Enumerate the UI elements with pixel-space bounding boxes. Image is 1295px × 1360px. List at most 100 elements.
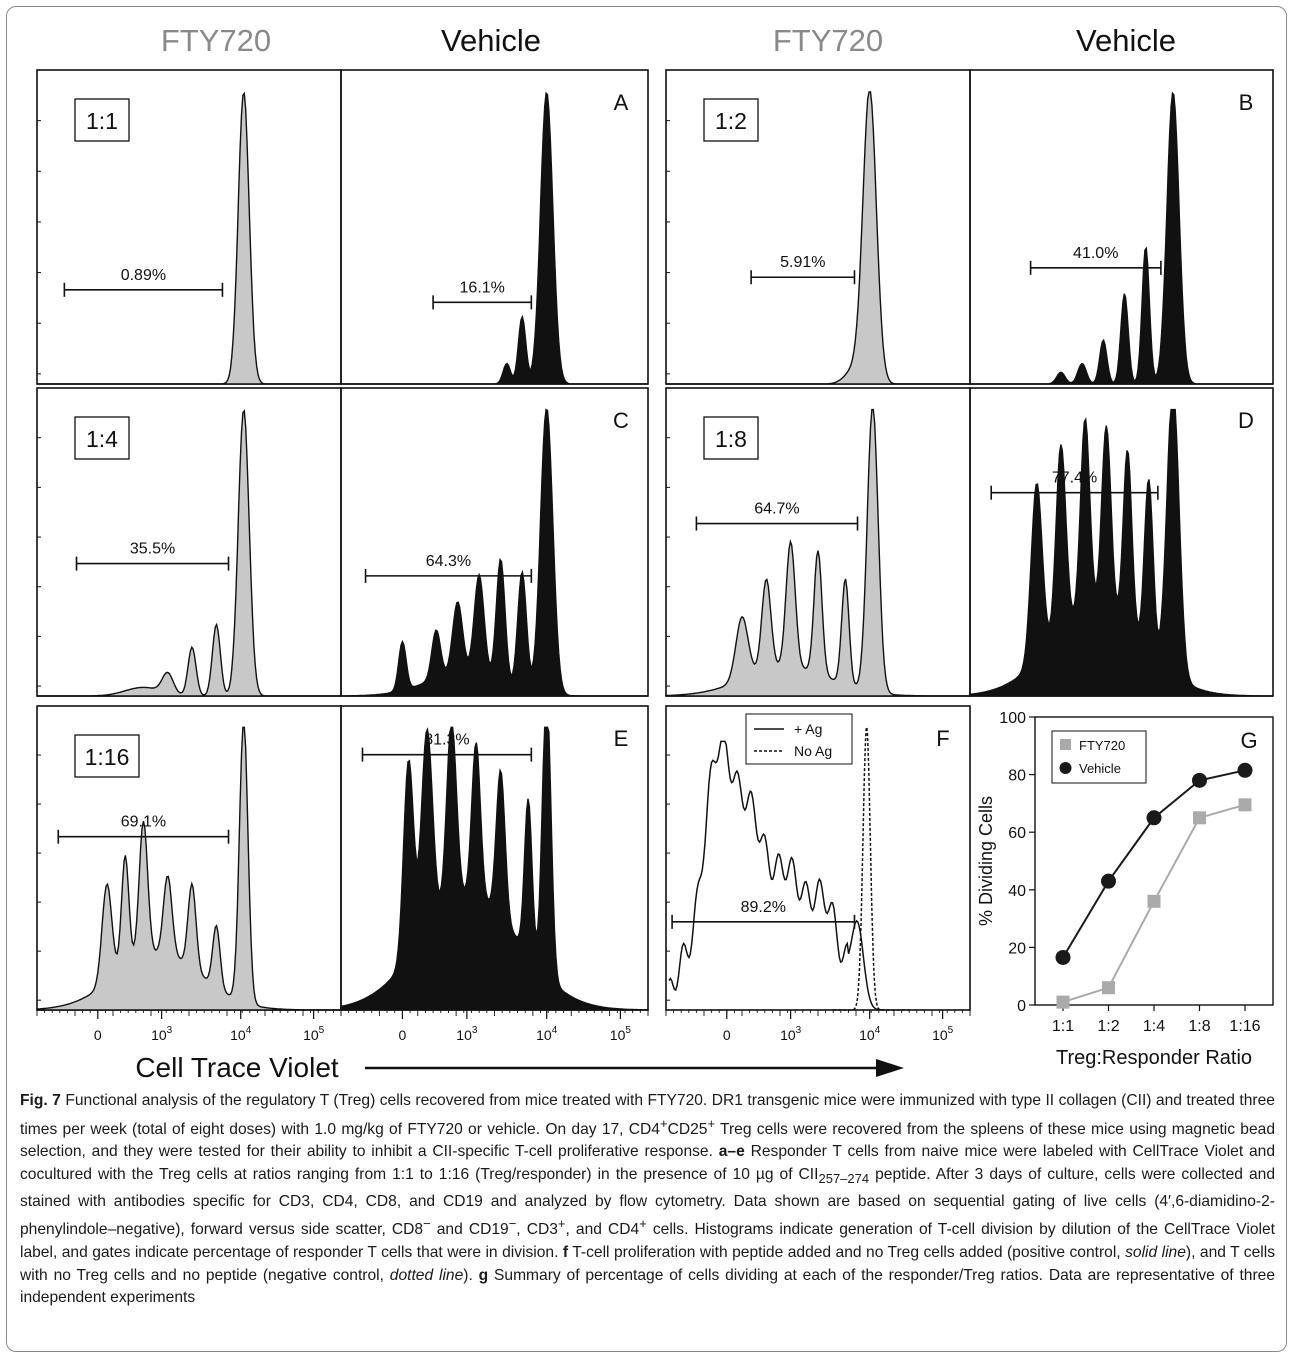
ratio-label: 1:16 <box>85 744 130 770</box>
caption-italic: dotted line <box>389 1266 464 1284</box>
histogram-p-1-2-veh <box>970 91 1273 385</box>
g-y-tick-label: 0 <box>1017 998 1026 1015</box>
ratio-label: 1:4 <box>86 426 118 452</box>
caption-label-g: g <box>478 1266 489 1284</box>
caption-text: and CD19 <box>430 1221 509 1239</box>
g-legend-label-vehicle: Vehicle <box>1079 761 1121 776</box>
x-tick-label: 104 <box>536 1025 558 1043</box>
g-y-tick-label: 40 <box>1008 883 1026 900</box>
caption-text: , CD3 <box>516 1221 558 1239</box>
gate-percentage: 77.4% <box>1052 470 1097 487</box>
gate-percentage: 16.1% <box>460 279 505 296</box>
caption-sup: − <box>423 1216 431 1232</box>
figure-caption: Fig. 7 Functional analysis of the regula… <box>20 1090 1275 1310</box>
panel-letter-F: F <box>936 726 949 751</box>
histogram-p-1-16-fty <box>36 726 341 1011</box>
caption-sup: + <box>557 1216 566 1232</box>
g-x-tick-label: 1:2 <box>1097 1018 1119 1035</box>
g-y-axis-label: % Dividing Cells <box>976 796 996 926</box>
g-point-fty720 <box>1056 995 1070 1009</box>
g-legend <box>1051 730 1147 784</box>
x-tick-label: 105 <box>932 1025 954 1043</box>
histogram-p-1-16-veh <box>340 726 649 1011</box>
g-x-tick-label: 1:4 <box>1143 1018 1165 1035</box>
caption-text: cells. Histograms indicate generation of… <box>20 1221 1275 1262</box>
histogram-p-1-2-fty <box>666 91 970 385</box>
g-point-vehicle <box>1055 949 1071 965</box>
g-point-fty720 <box>1147 894 1161 908</box>
legend-no-ag: No Ag <box>794 743 832 759</box>
gate-percentage: 64.3% <box>426 553 471 570</box>
g-y-tick-label: 20 <box>1008 940 1026 957</box>
g-point-fty720 <box>1193 811 1206 825</box>
x-tick-label: 0 <box>399 1027 407 1043</box>
caption-text: Functional analysis of the regulatory T … <box>20 1092 1275 1138</box>
panel-letter-B: B <box>1239 90 1254 115</box>
column-header-vehicle: Vehicle <box>1076 23 1176 58</box>
caption-text: CD25 <box>667 1120 708 1138</box>
g-point-vehicle <box>1237 762 1253 778</box>
histogram-p-1-4-fty <box>37 409 341 697</box>
caption-sub: 257–274 <box>818 1171 870 1187</box>
column-header-fty720: FTY720 <box>773 23 883 58</box>
ratio-label-box <box>74 98 130 142</box>
caption-text: Treg cells were recovered from the splee… <box>20 1120 1275 1161</box>
g-x-axis-label: Treg:Responder Ratio <box>1056 1047 1252 1069</box>
g-point-fty720 <box>1238 798 1252 812</box>
histogram-p-1-8-fty <box>665 408 970 697</box>
g-x-tick-label: 1:1 <box>1052 1018 1074 1035</box>
g-point-vehicle <box>1101 873 1116 889</box>
gate-percentage: 0.89% <box>121 267 166 284</box>
panel-letter-D: D <box>1238 408 1254 433</box>
caption-fig-label: Fig. 7 <box>20 1092 61 1109</box>
panel-letter-E: E <box>614 726 629 751</box>
caption-text: ), and T cells with no Treg cells and no… <box>20 1244 1275 1284</box>
g-legend-marker-fty720 <box>1060 739 1071 750</box>
g-point-vehicle <box>1146 810 1162 826</box>
x-tick-label: 104 <box>230 1025 252 1043</box>
x-tick-label: 103 <box>780 1025 802 1043</box>
caption-sup: + <box>659 1115 668 1131</box>
x-tick-label: 105 <box>610 1025 632 1043</box>
caption-text: peptide. After 3 days of culture, cells … <box>20 1165 1275 1239</box>
ratio-label: 1:8 <box>715 426 747 452</box>
no-ag-trace <box>833 726 910 1011</box>
plus-ag-trace <box>668 740 882 1011</box>
panel-f-legend <box>745 713 853 765</box>
caption-sup: + <box>707 1115 716 1131</box>
histogram-p-1-4-veh <box>340 408 648 697</box>
caption-text: ). <box>463 1266 479 1284</box>
column-header-fty720: FTY720 <box>161 23 271 58</box>
figure-graphics: FTY720 Vehicle FTY720 Vehicle 1:1 0.89% A 16.1%… <box>36 23 1274 1083</box>
gate-percentage: 69.1% <box>121 814 166 831</box>
g-point-vehicle <box>1192 772 1207 788</box>
g-x-tick-label: 1:8 <box>1188 1018 1210 1035</box>
x-tick-label: 103 <box>151 1025 173 1043</box>
column-header-vehicle: Vehicle <box>441 23 541 58</box>
x-tick-label: 103 <box>456 1025 478 1043</box>
ratio-label-box <box>74 734 140 778</box>
ratio-label-box <box>74 416 130 460</box>
gate-percentage: 35.5% <box>130 541 175 558</box>
ratio-label-box <box>703 416 759 460</box>
gate-percentage: 5.91% <box>780 254 825 271</box>
g-y-tick-label: 80 <box>1008 768 1026 785</box>
caption-text: T-cell proliferation with peptide added … <box>568 1244 1126 1262</box>
x-tick-label: 105 <box>303 1025 325 1043</box>
g-legend-label-fty720: FTY720 <box>1079 738 1125 753</box>
g-x-tick-label: 1:16 <box>1229 1018 1260 1035</box>
g-y-tick-label: 60 <box>1008 825 1026 842</box>
ratio-label-box <box>703 98 759 142</box>
caption-text: Responder T cells from naive mice were l… <box>20 1143 1275 1183</box>
caption-italic: solid line <box>1125 1244 1186 1262</box>
g-y-tick-label: 100 <box>999 710 1026 727</box>
gate-percentage: 64.7% <box>754 501 799 518</box>
caption-text: , and CD4 <box>565 1221 640 1239</box>
histogram-panel-p-1-1-veh <box>340 69 649 385</box>
g-point-fty720 <box>1102 981 1115 995</box>
x-tick-label: 0 <box>723 1027 731 1043</box>
x-axis-title: Cell Trace Violet <box>135 1052 339 1083</box>
histogram-p-1-1-veh <box>341 91 648 385</box>
x-tick-label: 104 <box>859 1025 881 1043</box>
panel-letter-G: G <box>1240 728 1257 753</box>
